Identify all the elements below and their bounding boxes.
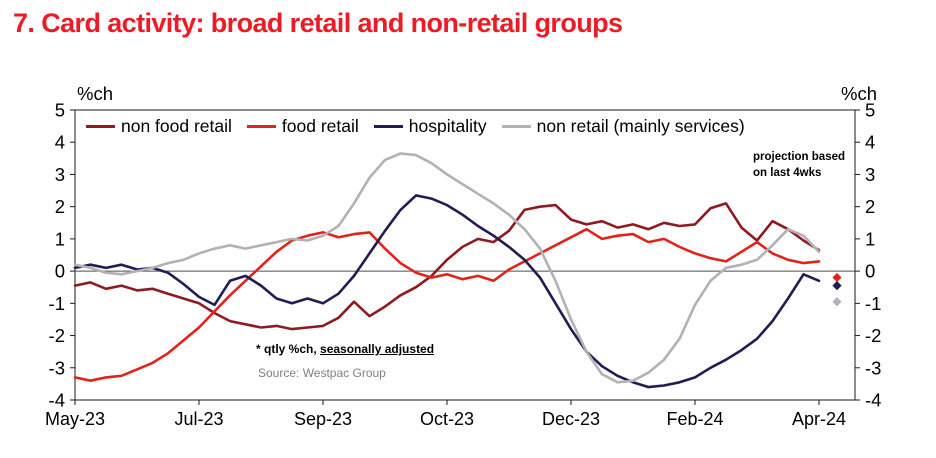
legend-swatch-food-retail [246, 125, 276, 128]
y-axis-label-left: 0 [55, 261, 65, 282]
legend-item-food-retail: food retail [246, 116, 359, 137]
y-axis-label-left: -1 [49, 293, 65, 314]
legend-item-hospitality: hospitality [373, 116, 487, 137]
legend-label-food-retail: food retail [281, 116, 359, 136]
legend-item-non-retail-mainly-services: non retail (mainly services) [501, 116, 745, 137]
y-axis-label-right: -2 [865, 325, 881, 346]
chart-title: 7. Card activity: broad retail and non-r… [13, 8, 623, 38]
legend-label-hospitality: hospitality [408, 116, 487, 136]
projection-marker-non-retail-mainly-services [832, 297, 842, 307]
legend-swatch-non-food-retail [86, 125, 115, 128]
chart-footnote: * qtly %ch, seasonally adjusted [256, 342, 434, 356]
y-axis-label-left: 3 [55, 164, 65, 185]
x-axis-label-apr-24: Apr-24 [792, 409, 846, 429]
y-axis-label-right: -4 [865, 390, 881, 411]
projection-marker-hospitality [832, 281, 842, 291]
x-axis-label-dec-23: Dec-23 [542, 409, 600, 429]
y-axis-label-left: -4 [49, 390, 65, 411]
source-note: Source: Westpac Group [258, 366, 386, 380]
footnote-underlined: seasonally adjusted [320, 342, 435, 356]
series-line-non-retail-mainly-services [73, 152, 821, 384]
y-axis-label-left: 5 [55, 100, 65, 121]
series-line-hospitality [73, 194, 821, 389]
legend-swatch-hospitality [373, 125, 403, 128]
y-axis-unit-right: %ch [841, 83, 877, 104]
y-axis-unit-left: %ch [77, 83, 113, 104]
legend-label-non-retail-mainly-services: non retail (mainly services) [536, 116, 745, 136]
x-axis-label-jul-23: Jul-23 [174, 409, 223, 429]
y-axis-label-right: 3 [865, 164, 875, 185]
y-axis-label-right: 1 [865, 228, 875, 249]
projection-note: projection based on last 4wks [753, 151, 846, 180]
y-axis-label-left: -2 [49, 325, 65, 346]
y-axis-label-right: -3 [865, 357, 881, 378]
legend-swatch-non-retail-mainly-services [501, 125, 531, 128]
projection-marker-food-retail [832, 272, 842, 283]
y-axis-label-left: 2 [55, 196, 65, 217]
x-axis-label-feb-24: Feb-24 [666, 409, 723, 429]
x-axis-label-may-23: May-23 [45, 409, 105, 429]
y-axis-label-right: 4 [865, 132, 875, 153]
series-line-non-food-retail [73, 202, 821, 331]
y-axis-label-right: -1 [865, 293, 881, 314]
x-axis-label-oct-23: Oct-23 [420, 409, 474, 429]
y-axis-label-right: 5 [865, 100, 875, 121]
y-axis-label-left: -3 [49, 357, 65, 378]
plot-border [74, 109, 856, 401]
y-axis-label-left: 4 [55, 132, 65, 153]
y-axis-label-right: 0 [865, 261, 875, 282]
legend-item-non-food-retail: non food retail [86, 116, 232, 137]
x-axis-label-sep-23: Sep-23 [294, 409, 352, 429]
footnote-prefix: * qtly %ch, [256, 342, 321, 356]
series-line-food-retail [73, 227, 821, 383]
y-axis-label-right: 2 [865, 196, 875, 217]
chart-legend: non food retail food retail hospitality non… [86, 116, 745, 137]
legend-label-non-food-retail: non food retail [121, 116, 232, 136]
y-axis-label-left: 1 [55, 228, 65, 249]
